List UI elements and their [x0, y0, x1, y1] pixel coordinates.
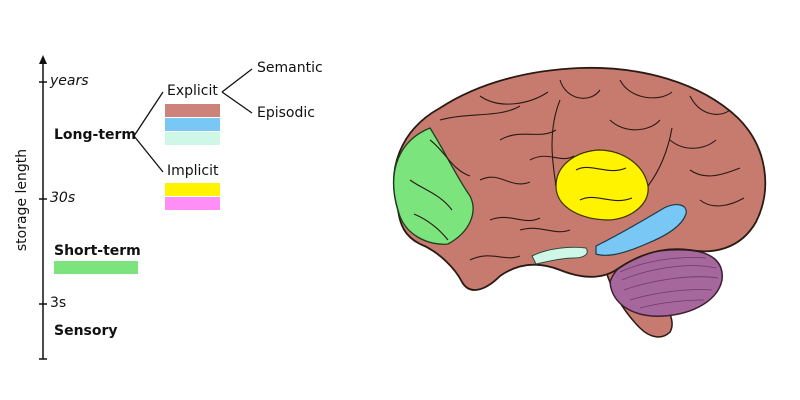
swatch-short-term: [54, 261, 138, 274]
memory-implicit: Implicit: [167, 163, 219, 179]
tick-label-3s: 3s: [50, 295, 67, 311]
temporal-blue-region: [595, 204, 687, 256]
swatch-implicit-2: [165, 197, 220, 210]
memory-episodic: Episodic: [257, 105, 315, 121]
axis-label: storage length: [14, 148, 30, 252]
swatch-explicit-2: [165, 118, 220, 131]
swatch-explicit-3: [165, 132, 220, 145]
branch-explicit-episodic: [221, 91, 253, 114]
category-long-term: Long-term: [54, 127, 137, 143]
swatch-implicit-1: [165, 183, 220, 196]
brain-illustration-icon: [392, 66, 767, 338]
category-short-term: Short-term: [54, 243, 141, 259]
tick-label-years: years: [50, 73, 89, 89]
tick-label-30s: 30s: [50, 190, 76, 206]
category-sensory: Sensory: [54, 323, 118, 339]
branch-longterm-implicit: [133, 135, 164, 173]
frontal-lobe-region: [393, 127, 474, 245]
branch-longterm-explicit: [133, 91, 164, 137]
brain-gyri: [409, 79, 745, 261]
branch-explicit-semantic: [221, 68, 253, 93]
hippocampus-region: [531, 246, 588, 265]
swatch-explicit-1: [165, 104, 220, 117]
memory-semantic: Semantic: [257, 60, 323, 76]
memory-explicit: Explicit: [167, 83, 218, 99]
axis-arrowhead: [39, 55, 47, 64]
